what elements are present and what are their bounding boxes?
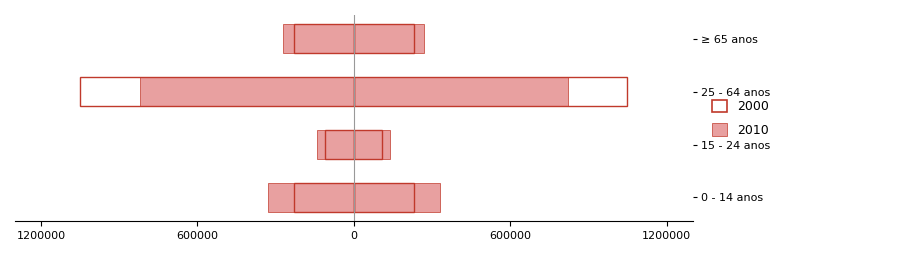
Bar (268, 183, 354, 212)
Bar (354, 183, 414, 212)
Bar (294, 24, 354, 54)
Bar (140, 77, 354, 106)
Bar (354, 77, 628, 106)
Bar (284, 24, 354, 54)
Legend: 2000, 2010: 2000, 2010 (706, 93, 775, 143)
Bar (317, 130, 354, 159)
Bar (354, 77, 568, 106)
Bar (354, 183, 440, 212)
Bar (354, 24, 414, 54)
Bar (354, 130, 391, 159)
Bar (294, 183, 354, 212)
Bar (325, 130, 354, 159)
Bar (80, 77, 354, 106)
Bar (354, 24, 424, 54)
Bar (354, 130, 383, 159)
